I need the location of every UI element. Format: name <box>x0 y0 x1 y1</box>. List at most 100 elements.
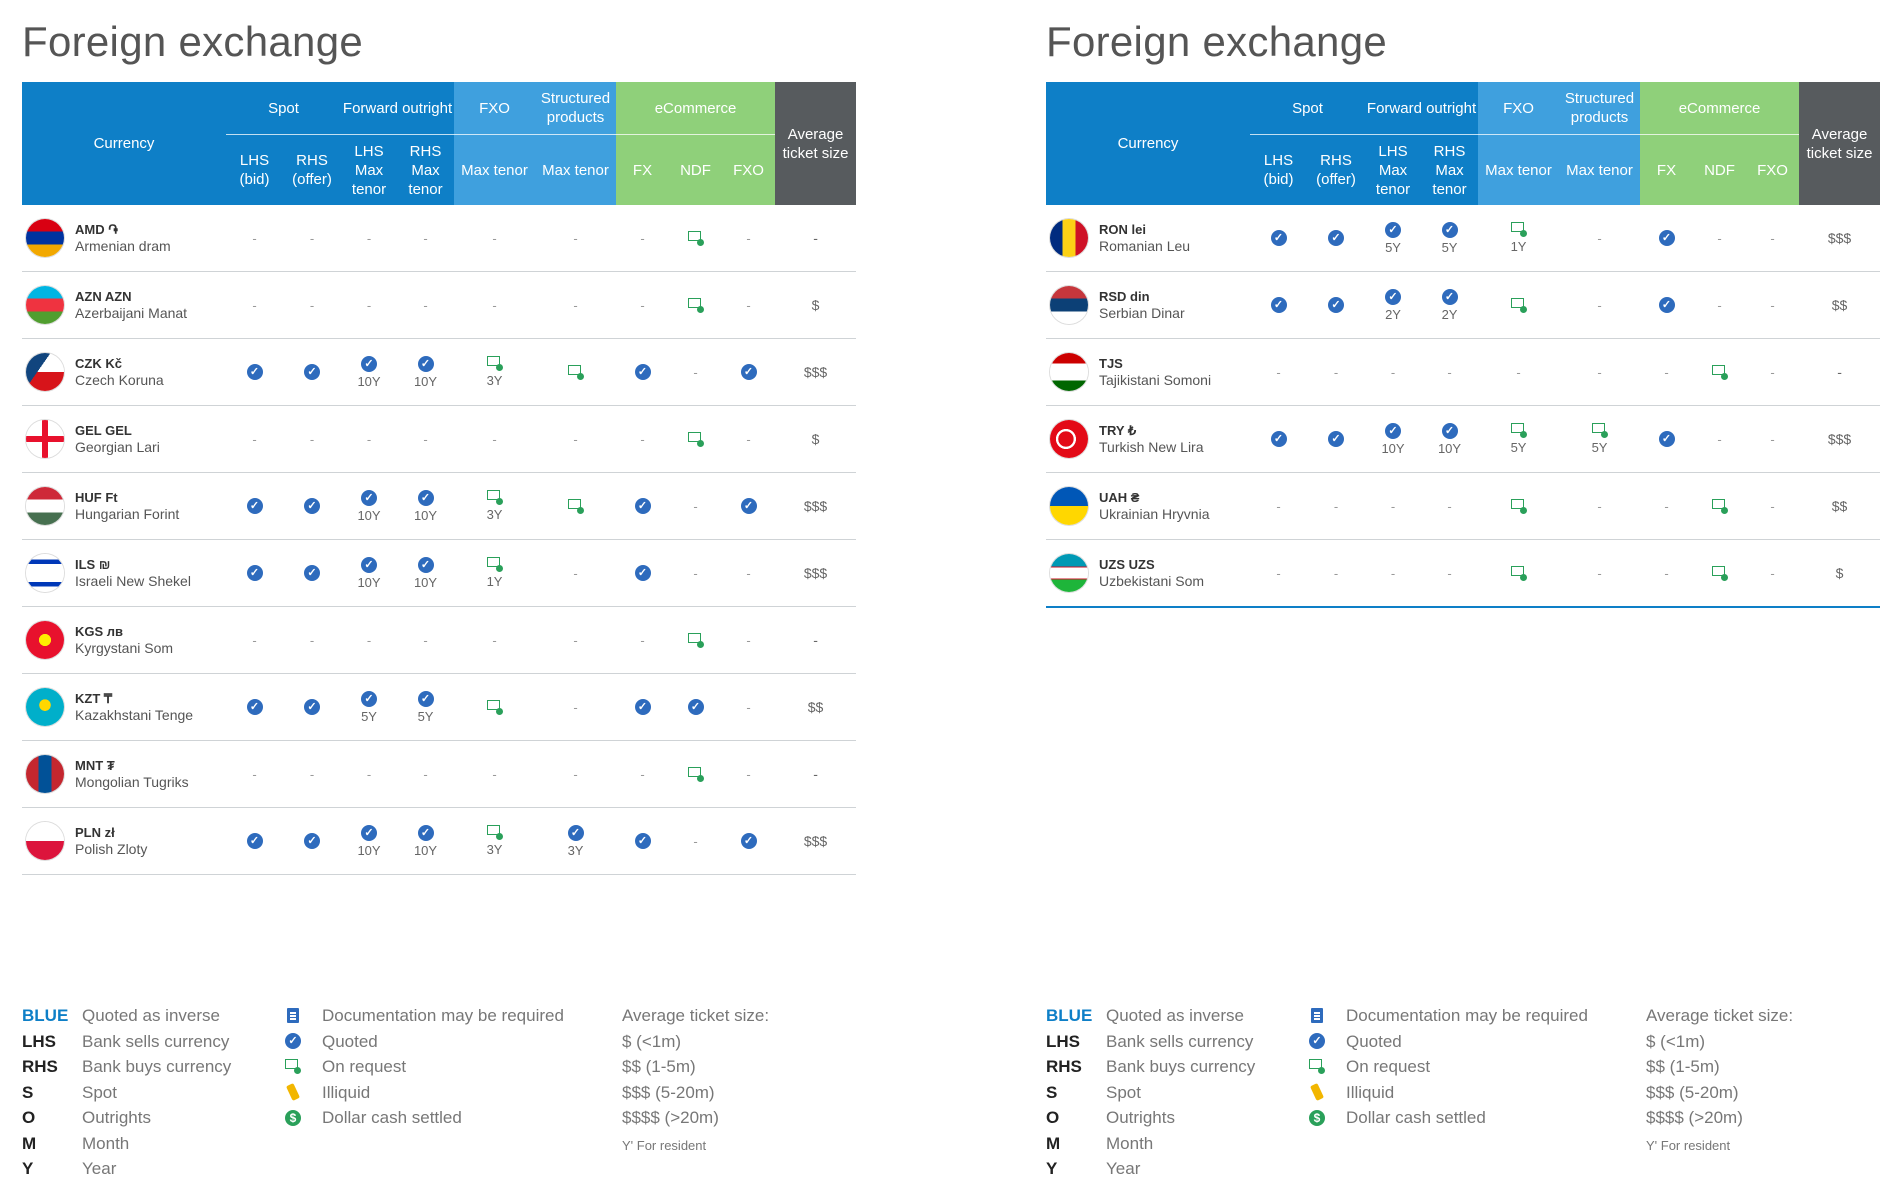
legend-abbreviations: BLUE Quoted as inverse LHS Bank sells curre… <box>1046 1003 1255 1182</box>
check-circle-icon: ✓ <box>1658 297 1675 313</box>
table-row: MNT ₮ Mongolian Tugriks - - - - - - - - - <box>22 740 857 808</box>
check-circle-icon: ✓ <box>304 699 320 715</box>
cell-content: ✓ 10Y <box>1421 422 1478 456</box>
legend-key: BLUE <box>22 1006 69 1025</box>
check-circle-icon: ✓ <box>1270 431 1287 447</box>
table-row: UZS UZS Uzbekistani Som - - - - - - - $ <box>1046 539 1881 608</box>
currency-code: ILS ₪ <box>75 556 111 572</box>
max-tenor-value: 10Y <box>357 507 381 523</box>
table-cell: - <box>341 271 398 339</box>
currency-code: RON lei <box>1099 221 1146 237</box>
average-ticket-cell: $$$ <box>775 472 857 540</box>
empty-dash: - <box>1770 498 1775 514</box>
cell-content: ✓ <box>1640 297 1693 313</box>
max-tenor-value: 5Y <box>1441 239 1458 255</box>
table-cell: - <box>1307 338 1366 406</box>
table-cell: - <box>722 740 776 808</box>
currency-text: AMD ֏ Armenian dram <box>75 222 171 255</box>
empty-dash: - <box>1597 230 1602 246</box>
legend-row: Documentation may be required <box>285 1003 564 1029</box>
empty-dash: - <box>366 766 372 782</box>
cell-content: - <box>1640 499 1693 514</box>
table-cell: ✓ 10Y <box>1365 405 1422 473</box>
average-ticket-cell: $$$ <box>1799 405 1881 473</box>
cell-content: - <box>1478 365 1559 380</box>
max-tenor-value: 3Y <box>486 507 503 522</box>
fx-table: Currency Spot Forward outright FXO Struc… <box>1046 82 1881 608</box>
cell-content: - <box>1693 231 1746 246</box>
currency-info: GEL GEL Georgian Lari <box>22 420 226 458</box>
check-circle-icon: ✓ <box>304 498 320 514</box>
table-cell: - <box>535 539 617 607</box>
table-cell: - <box>1478 338 1560 406</box>
legend-key: LHS <box>1046 1031 1080 1051</box>
currency-text: UAH ₴ Ukrainian Hryvnia <box>1099 490 1209 523</box>
cell-content: ✓ 2Y <box>1421 288 1478 322</box>
header-currency: Currency <box>22 82 226 205</box>
table-cell <box>454 673 536 741</box>
cell-content: 3Y <box>454 356 535 388</box>
table-cell: - <box>616 205 670 272</box>
legend-row: On request <box>285 1054 564 1080</box>
empty-dash: - <box>746 230 751 246</box>
legend-value: Spot <box>82 1082 117 1102</box>
legend-row: Y Year <box>1046 1156 1255 1182</box>
table-row: AZN AZN Azerbaijani Manat - - - - - - - - $ <box>22 271 857 339</box>
table-cell: 3Y <box>454 807 536 875</box>
cell-content <box>1478 565 1559 581</box>
average-ticket-value: - <box>813 632 818 648</box>
table-cell <box>1693 338 1747 406</box>
cell-content: ✓ 5Y <box>341 690 397 724</box>
empty-dash: - <box>309 766 315 782</box>
average-ticket-cell: - <box>775 740 857 808</box>
table-cell: - <box>1746 539 1800 608</box>
max-tenor-value: 5Y <box>1510 440 1527 455</box>
flag-poland-icon <box>26 822 64 860</box>
ticket-size-title: Average ticket size: <box>622 1006 770 1025</box>
cell-content: ✓ 10Y <box>341 489 397 523</box>
cell-content: - <box>1559 499 1640 514</box>
currency-text: ILS ₪ Israeli New Shekel <box>75 557 191 590</box>
table-cell: ✓ <box>1307 405 1366 473</box>
currency-cell: MNT ₮ Mongolian Tugriks <box>22 740 226 808</box>
check-circle-icon: ✓ <box>740 498 757 514</box>
check-circle-icon: ✓ <box>740 364 757 380</box>
max-tenor-value: 5Y <box>1385 239 1401 255</box>
header-ecommerce: eCommerce <box>616 82 776 135</box>
cell-content: ✓ 2Y <box>1365 288 1421 322</box>
cell-content <box>669 230 722 246</box>
table-cell <box>669 271 723 339</box>
empty-dash: - <box>1390 498 1396 514</box>
check-circle-icon: ✓ <box>304 364 320 380</box>
currency-info: AMD ֏ Armenian dram <box>22 219 226 257</box>
currency-text: KZT ₸ Kazakhstani Tenge <box>75 691 193 724</box>
legend-row: S Spot <box>1046 1080 1255 1106</box>
table-cell: - <box>1421 472 1479 540</box>
table-cell: - <box>535 271 617 339</box>
empty-dash: - <box>640 431 645 447</box>
table-cell: ✓ 10Y <box>397 807 455 875</box>
empty-dash: - <box>573 565 578 581</box>
cell-content <box>1693 565 1746 581</box>
table-cell: - <box>341 205 398 272</box>
cell-content: - <box>535 767 616 782</box>
currency-cell: TRY ₺ Turkish New Lira <box>1046 405 1250 473</box>
check-circle-icon: ✓ <box>304 565 320 581</box>
flag-hungary-icon <box>26 487 64 525</box>
table-cell: ✓ <box>226 539 283 607</box>
header-fxo: FXO <box>454 82 536 135</box>
currency-cell: RSD din Serbian Dinar <box>1046 271 1250 339</box>
max-tenor-value: 10Y <box>413 507 438 523</box>
currency-cell: AZN AZN Azerbaijani Manat <box>22 271 226 339</box>
screen-request-icon <box>687 766 704 782</box>
check-circle-icon: ✓ <box>417 690 434 707</box>
header-ecom-fx: FX <box>1640 134 1694 205</box>
check-circle-icon: ✓ <box>1385 221 1402 238</box>
cell-content: - <box>283 298 341 313</box>
max-tenor-value: 5Y <box>417 708 434 724</box>
footnote: Y' For resident <box>622 1137 707 1153</box>
table-cell: - <box>1421 338 1479 406</box>
average-ticket-value: $$$ <box>803 833 828 849</box>
table-cell: - <box>616 740 670 808</box>
cell-content: - <box>1365 365 1421 380</box>
